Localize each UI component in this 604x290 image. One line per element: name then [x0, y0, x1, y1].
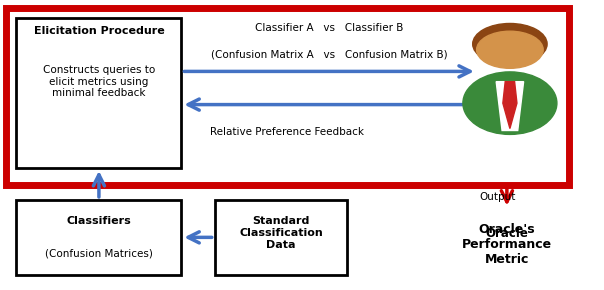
Text: Standard
Classification
Data: Standard Classification Data [239, 216, 323, 250]
Polygon shape [496, 82, 524, 130]
Text: Elicitation Procedure: Elicitation Procedure [34, 26, 164, 36]
Text: (Confusion Matrices): (Confusion Matrices) [45, 248, 153, 258]
FancyBboxPatch shape [16, 18, 181, 168]
Ellipse shape [473, 23, 547, 64]
Text: (Confusion Matrix A   vs   Confusion Matrix B): (Confusion Matrix A vs Confusion Matrix … [211, 49, 448, 59]
Text: Oracle: Oracle [486, 226, 528, 240]
FancyBboxPatch shape [214, 200, 347, 275]
Text: Relative Preference Feedback: Relative Preference Feedback [210, 127, 364, 137]
Text: Output: Output [480, 192, 516, 202]
Text: Constructs queries to
elicit metrics using
minimal feedback: Constructs queries to elicit metrics usi… [43, 65, 155, 98]
Text: Classifiers: Classifiers [66, 216, 131, 226]
Ellipse shape [477, 31, 543, 68]
Text: Classifier A   vs   Classifier B: Classifier A vs Classifier B [255, 23, 403, 33]
FancyBboxPatch shape [16, 200, 181, 275]
Polygon shape [503, 82, 517, 128]
Text: Oracle's
Performance
Metric: Oracle's Performance Metric [462, 223, 552, 266]
Ellipse shape [463, 72, 557, 134]
